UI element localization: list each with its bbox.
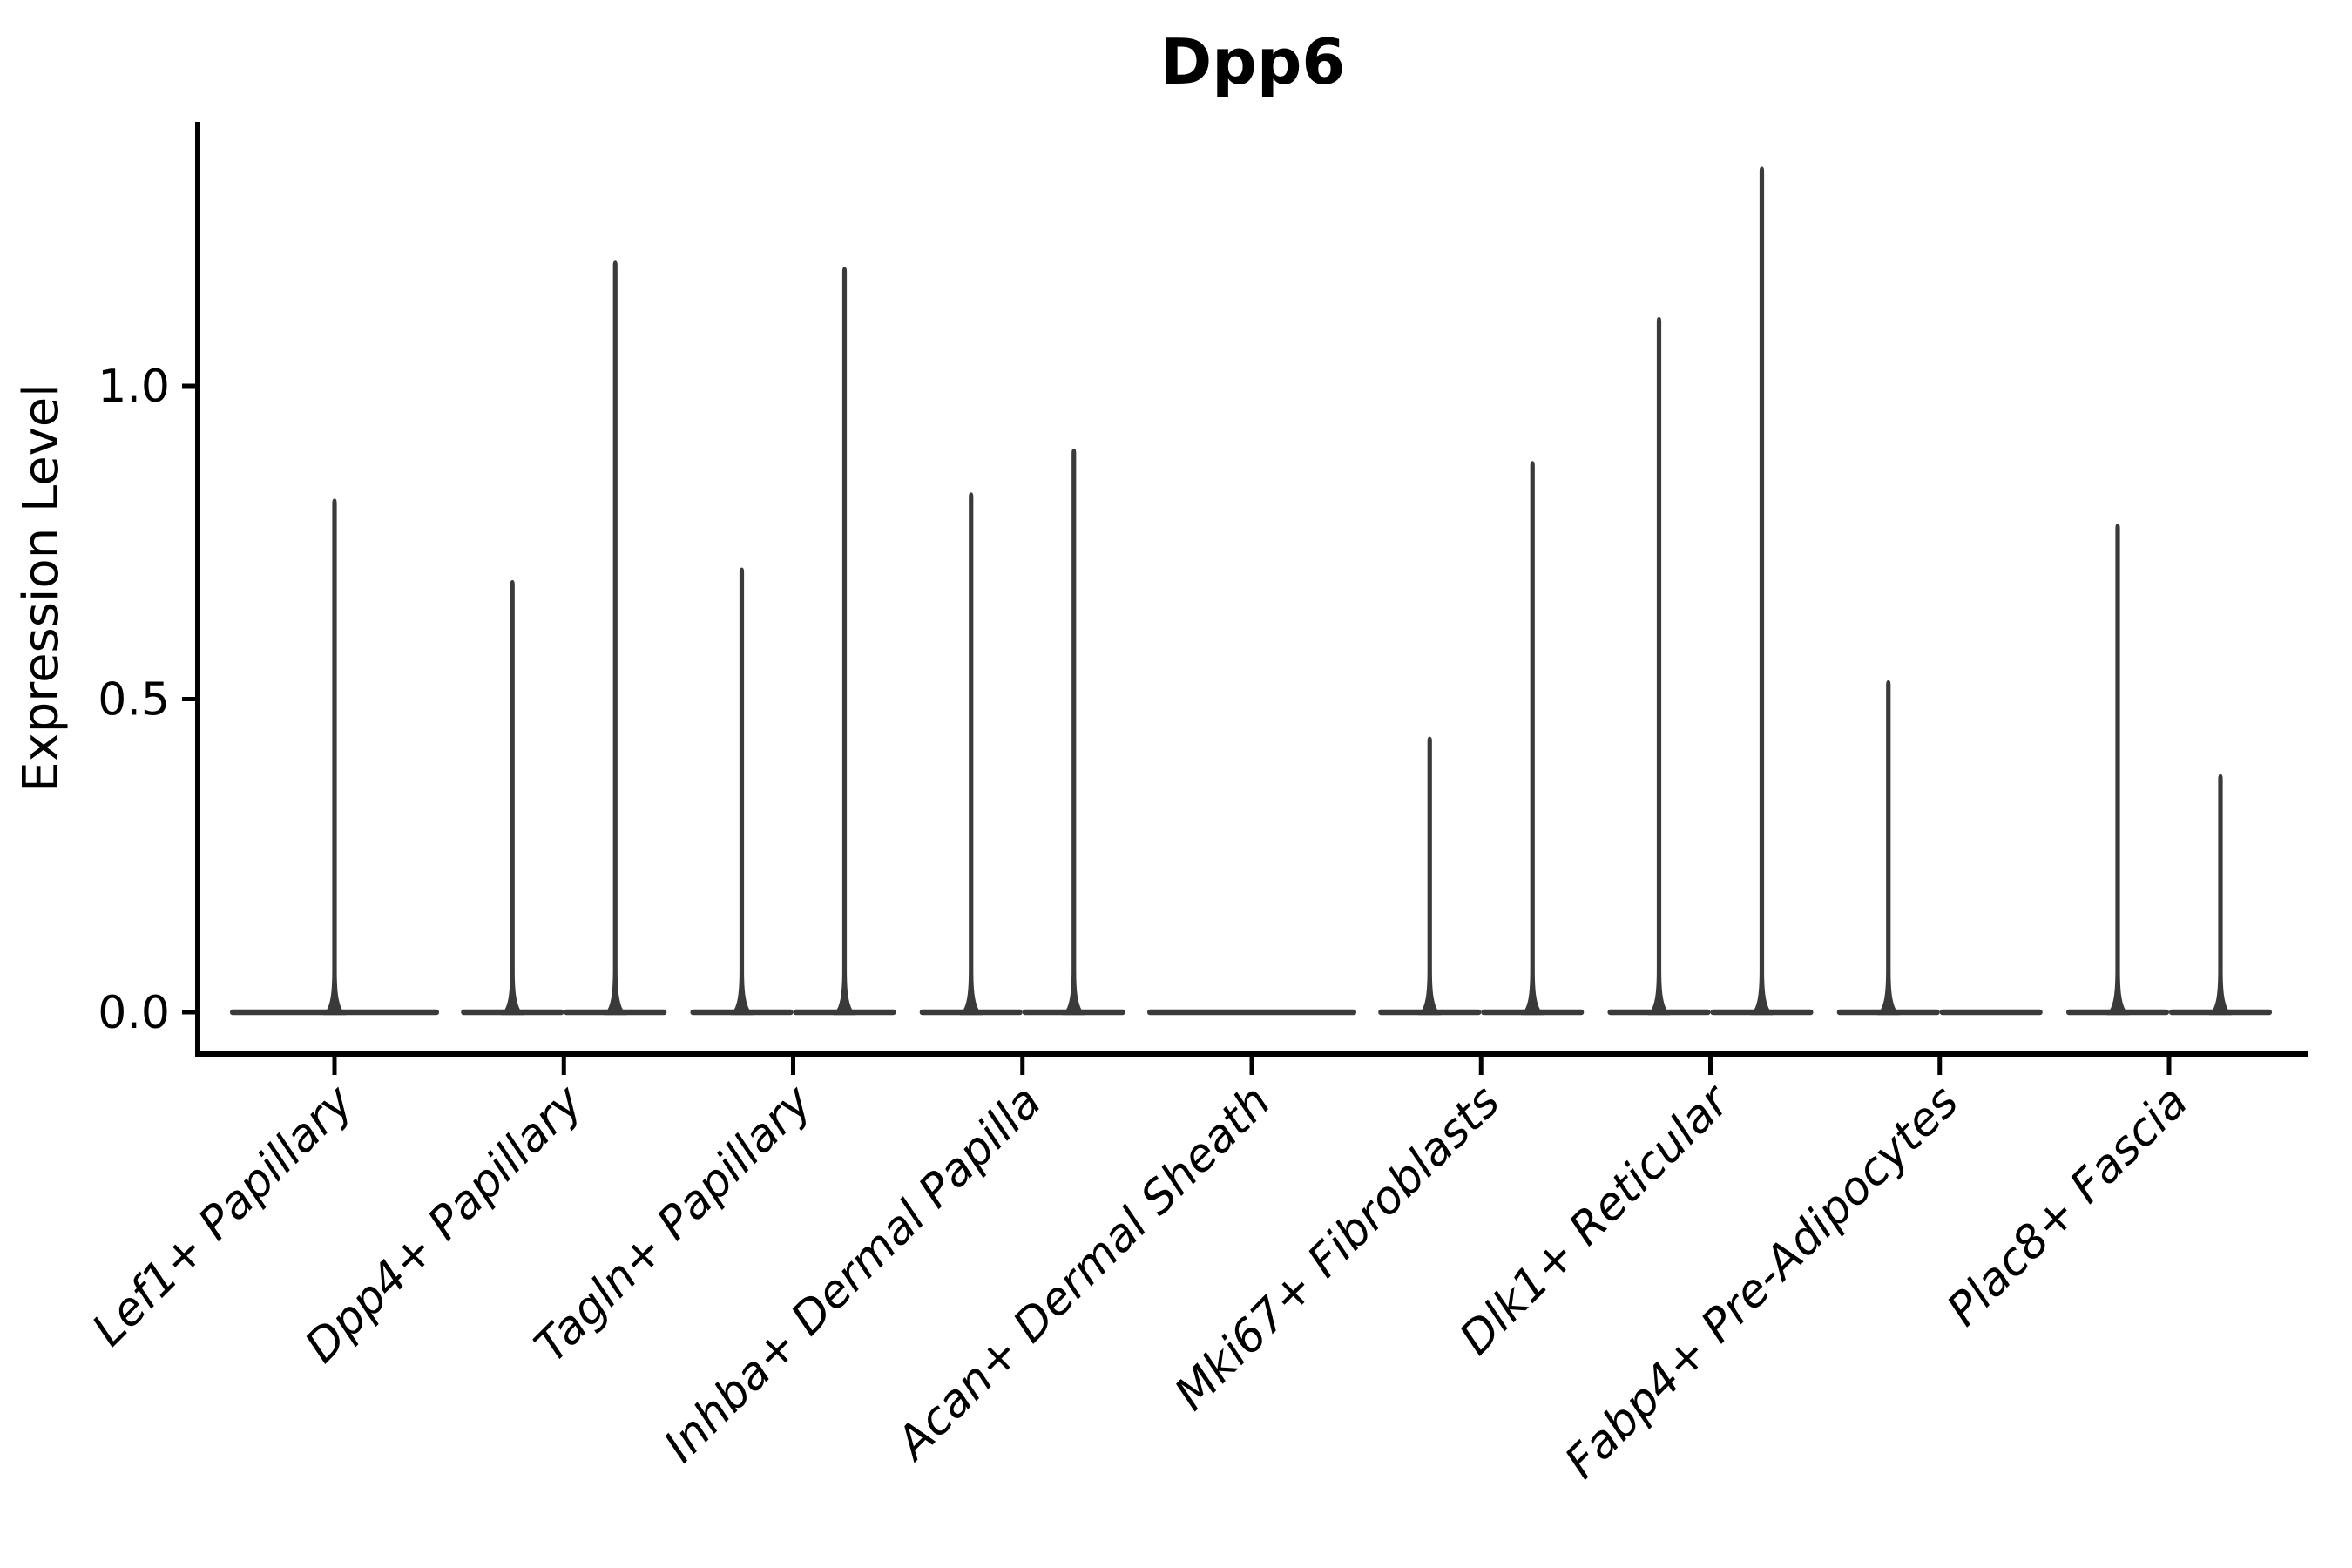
violin-spike — [2209, 774, 2232, 1016]
violin-group — [461, 260, 667, 1016]
violin-group — [1147, 1009, 1356, 1016]
violin-group — [1836, 679, 2043, 1016]
x-tick-label: Inhba+ Dermal Papilla — [654, 1076, 1051, 1473]
violin-group — [1607, 166, 1814, 1016]
y-tick-label: 1.0 — [98, 361, 170, 413]
violin-base — [1939, 1009, 2043, 1016]
violin-spike — [1647, 316, 1671, 1016]
y-axis-label: Expression Level — [13, 383, 70, 793]
violin-group — [919, 448, 1125, 1016]
violin-spike — [1521, 461, 1544, 1016]
y-tick-label: 0.0 — [98, 987, 170, 1039]
violin-spike — [323, 498, 346, 1016]
violin-spike — [833, 267, 856, 1016]
violins-layer — [230, 166, 2272, 1016]
y-tick-label: 0.5 — [98, 674, 170, 727]
violin-spike — [1418, 736, 1442, 1016]
violin-spike — [501, 579, 524, 1016]
violin-spike — [1750, 166, 1774, 1016]
violin-spike — [959, 492, 983, 1016]
violin-group — [1378, 461, 1585, 1016]
violin-group — [2066, 524, 2272, 1016]
violin-base — [1147, 1009, 1356, 1016]
x-tick-label: Plac8+ Fascia — [1937, 1076, 2198, 1336]
violin-group — [690, 267, 896, 1016]
violin-spike — [1062, 448, 1085, 1016]
x-tick-label: Acan+ Dermal Sheath — [885, 1076, 1281, 1471]
violin-spike — [2106, 524, 2129, 1016]
violin-spike — [604, 260, 627, 1016]
x-tick-label: Fabp4+ Pre-Adipocytes — [1555, 1076, 1969, 1490]
violin-spike — [730, 567, 754, 1016]
violin-spike — [1876, 679, 1900, 1016]
chart-title: Dpp6 — [1160, 25, 1346, 98]
violin-group — [230, 498, 439, 1016]
